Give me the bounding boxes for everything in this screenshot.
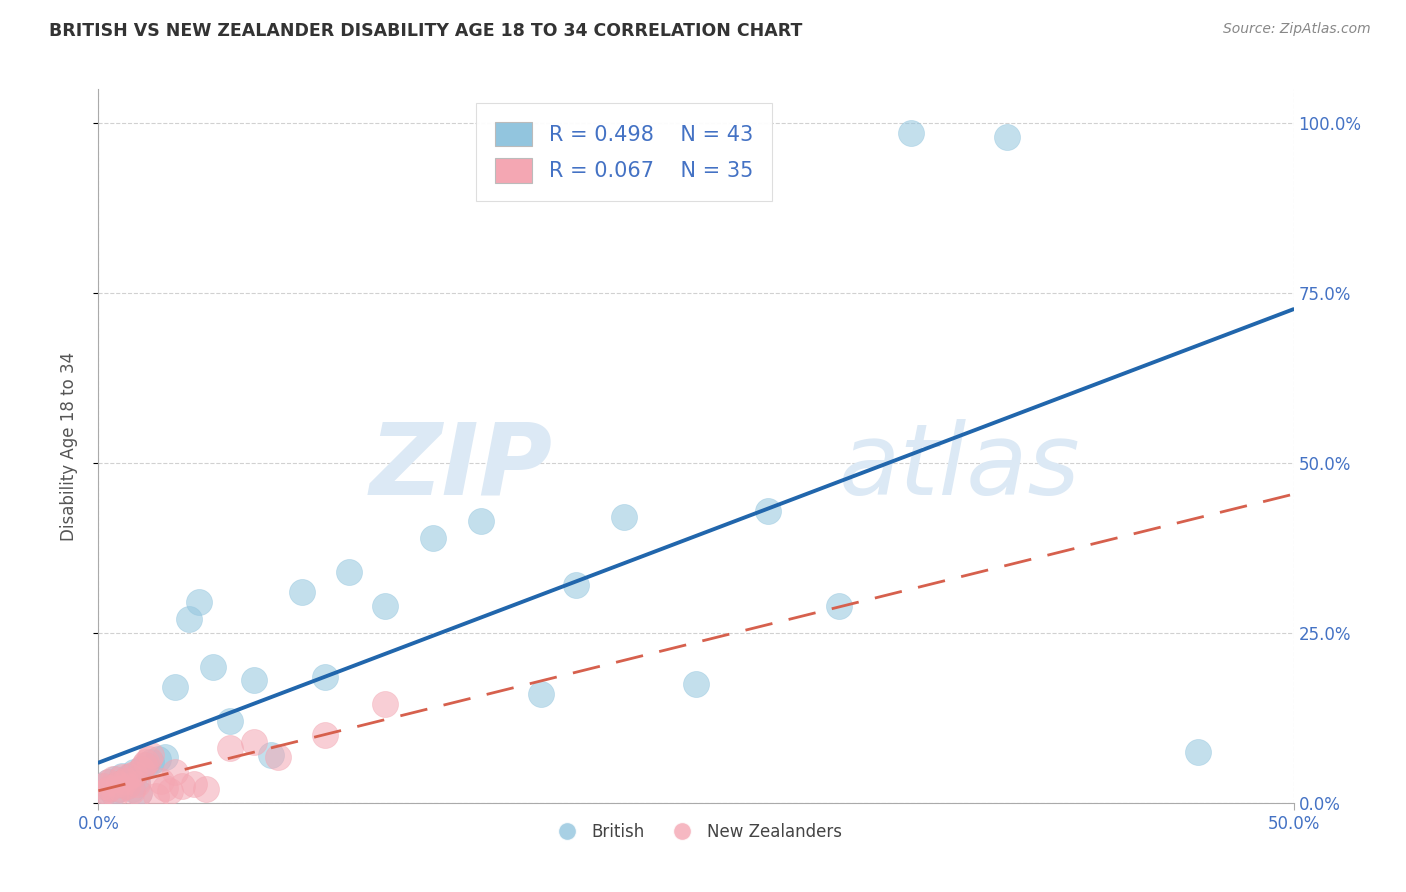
- New Zealanders: [114, 774, 136, 789]
- New Zealanders: [135, 755, 157, 769]
- New Zealanders: [139, 748, 162, 763]
- British: [243, 673, 266, 688]
- New Zealanders: [121, 783, 143, 797]
- British: [315, 670, 337, 684]
- British: [108, 777, 131, 791]
- New Zealanders: [267, 749, 290, 764]
- British: [155, 749, 177, 764]
- Legend: British, New Zealanders: British, New Zealanders: [544, 817, 848, 848]
- British: [128, 786, 150, 800]
- British: [98, 780, 122, 795]
- New Zealanders: [128, 786, 150, 800]
- British: [565, 578, 588, 592]
- New Zealanders: [104, 788, 127, 802]
- Y-axis label: Disability Age 18 to 34: Disability Age 18 to 34: [59, 351, 77, 541]
- British: [470, 514, 492, 528]
- New Zealanders: [90, 786, 112, 800]
- New Zealanders: [163, 765, 186, 780]
- British: [139, 755, 162, 769]
- British: [115, 779, 138, 793]
- British: [91, 779, 114, 793]
- New Zealanders: [149, 774, 172, 789]
- British: [94, 783, 117, 797]
- British: [111, 769, 134, 783]
- British: [179, 612, 201, 626]
- British: [107, 782, 129, 797]
- British: [202, 660, 225, 674]
- British: [291, 585, 314, 599]
- British: [374, 599, 396, 613]
- New Zealanders: [172, 779, 194, 793]
- New Zealanders: [138, 751, 160, 765]
- New Zealanders: [243, 734, 266, 748]
- New Zealanders: [125, 777, 148, 791]
- New Zealanders: [115, 779, 138, 793]
- New Zealanders: [374, 698, 396, 712]
- British: [104, 772, 127, 786]
- British: [900, 127, 922, 141]
- New Zealanders: [155, 780, 177, 795]
- New Zealanders: [132, 758, 155, 772]
- British: [1187, 745, 1209, 759]
- New Zealanders: [195, 782, 218, 797]
- British: [121, 782, 143, 797]
- British: [756, 503, 779, 517]
- British: [187, 595, 209, 609]
- New Zealanders: [131, 762, 153, 776]
- British: [114, 774, 136, 789]
- British: [995, 129, 1018, 144]
- New Zealanders: [101, 772, 124, 786]
- British: [828, 599, 851, 613]
- Text: Source: ZipAtlas.com: Source: ZipAtlas.com: [1223, 22, 1371, 37]
- British: [97, 775, 120, 789]
- British: [530, 687, 553, 701]
- Text: ZIP: ZIP: [370, 419, 553, 516]
- New Zealanders: [108, 782, 131, 797]
- Text: BRITISH VS NEW ZEALANDER DISABILITY AGE 18 TO 34 CORRELATION CHART: BRITISH VS NEW ZEALANDER DISABILITY AGE …: [49, 22, 803, 40]
- New Zealanders: [111, 770, 134, 784]
- New Zealanders: [315, 728, 337, 742]
- British: [118, 770, 141, 784]
- British: [125, 775, 148, 789]
- British: [163, 680, 186, 694]
- British: [148, 751, 170, 765]
- New Zealanders: [98, 780, 122, 795]
- New Zealanders: [94, 783, 117, 797]
- British: [124, 765, 146, 780]
- New Zealanders: [159, 783, 181, 797]
- British: [101, 786, 124, 800]
- British: [259, 748, 281, 763]
- British: [219, 714, 242, 729]
- British: [339, 565, 361, 579]
- British: [135, 758, 157, 772]
- New Zealanders: [91, 779, 114, 793]
- New Zealanders: [219, 741, 242, 756]
- New Zealanders: [107, 777, 129, 791]
- Text: atlas: atlas: [839, 419, 1081, 516]
- British: [131, 762, 153, 776]
- British: [685, 677, 707, 691]
- New Zealanders: [124, 767, 146, 781]
- British: [422, 531, 444, 545]
- New Zealanders: [97, 775, 120, 789]
- British: [613, 510, 636, 524]
- New Zealanders: [145, 789, 167, 803]
- New Zealanders: [118, 769, 141, 783]
- New Zealanders: [183, 777, 205, 791]
